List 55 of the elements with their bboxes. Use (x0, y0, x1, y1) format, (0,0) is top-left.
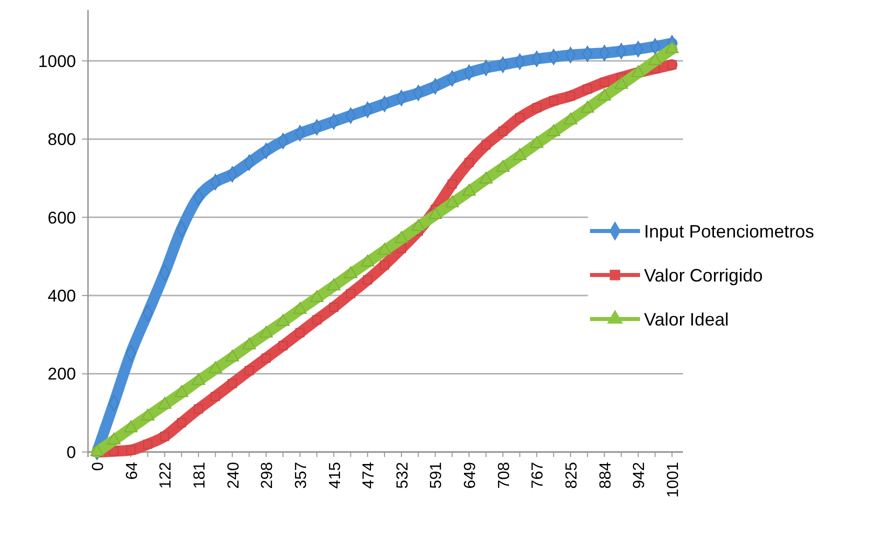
y-tick-label: 400 (48, 286, 76, 306)
legend-label: Valor Corrigido (644, 265, 763, 286)
legend-label: Valor Ideal (644, 309, 729, 330)
point (600, 78, 609, 87)
x-tick-label: 825 (564, 462, 581, 489)
point (582, 84, 592, 94)
x-tick-label: 591 (428, 462, 446, 489)
y-tick-label: 200 (48, 364, 76, 384)
point (532, 103, 542, 112)
y-tick-label: 600 (48, 208, 76, 228)
point (363, 275, 372, 284)
point (498, 126, 508, 136)
x-tick-label: 122 (158, 462, 175, 489)
x-tick-label: 298 (259, 462, 276, 489)
point (228, 378, 237, 388)
x-tick-label: 884 (597, 462, 614, 489)
x-tick-label: 357 (292, 462, 310, 489)
y-tick-label: 1000 (38, 52, 76, 71)
x-tick-label: 474 (360, 462, 378, 489)
point (549, 96, 558, 106)
x-tick-label: 532 (394, 462, 412, 489)
x-tick-label: 1001 (665, 462, 682, 498)
point (194, 404, 204, 414)
point (346, 289, 356, 298)
point (278, 341, 288, 350)
y-tick-label: 800 (48, 130, 76, 150)
point (515, 112, 524, 122)
point (329, 302, 338, 312)
point (244, 366, 254, 376)
x-tick-label: 767 (530, 462, 547, 489)
x-tick-label: 942 (631, 462, 648, 489)
point (295, 328, 305, 338)
x-tick-label: 64 (124, 462, 141, 480)
x-tick-label: 708 (496, 462, 513, 489)
x-tick-label: 0 (90, 462, 107, 471)
point (262, 354, 271, 363)
legend-label: Input Potenciometros (644, 221, 814, 242)
point (380, 260, 390, 270)
point (312, 315, 322, 324)
point (143, 440, 152, 449)
point (126, 445, 136, 455)
point (566, 91, 576, 101)
point (210, 392, 220, 402)
point (464, 158, 474, 168)
point (160, 432, 170, 441)
y-tick-label: 0 (66, 442, 76, 462)
x-tick-label: 240 (225, 462, 242, 489)
point (109, 446, 118, 456)
point (667, 60, 677, 70)
point (176, 418, 186, 428)
x-tick-label: 649 (462, 462, 480, 489)
x-tick-label: 415 (326, 462, 344, 489)
point (448, 179, 457, 189)
x-tick-label: 181 (191, 462, 208, 489)
point (481, 140, 491, 150)
